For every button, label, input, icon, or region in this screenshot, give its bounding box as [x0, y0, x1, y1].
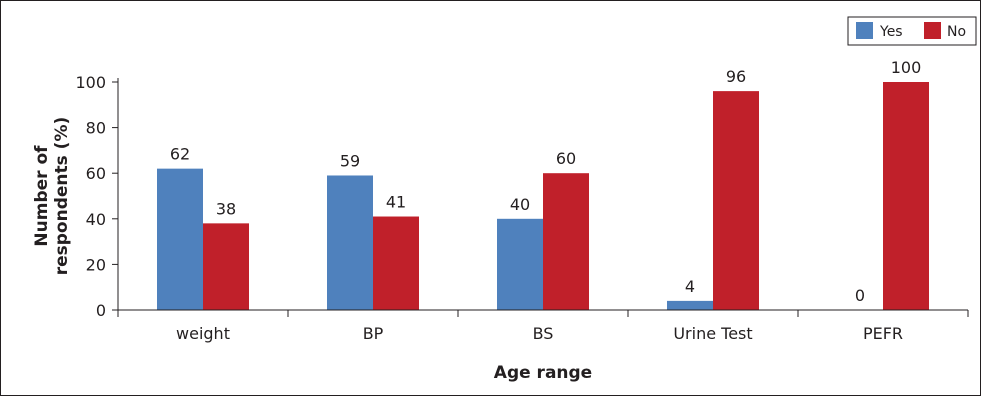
- x-axis-title: Age range: [494, 363, 592, 383]
- y-tick-label-20: 20: [86, 255, 106, 274]
- bar-no-bp: [373, 216, 419, 310]
- bar-no-urine-test: [713, 91, 759, 311]
- data-label-no-weight: 38: [216, 199, 236, 218]
- data-label-no-bp: 41: [386, 193, 406, 212]
- y-axis-title: Number of respondents (%): [32, 117, 72, 276]
- legend-swatch-yes: [856, 22, 873, 39]
- y-tick-label-40: 40: [86, 210, 106, 229]
- y-tick-label-100: 100: [75, 73, 106, 92]
- x-tick-label-weight: weight: [176, 324, 230, 343]
- legend-label-yes: Yes: [879, 24, 903, 40]
- plot-area: 0 20 40 60 80 100 62 38 weight 59 41 BP 40 60 BS 4 96 Uri…: [75, 58, 969, 343]
- data-label-yes-urine-test: 4: [685, 277, 695, 296]
- bar-yes-urine-test: [667, 300, 713, 310]
- data-label-no-pefr: 100: [891, 58, 922, 77]
- x-tick-label-urine-test: Urine Test: [673, 324, 752, 343]
- y-tick-label-0: 0: [96, 301, 106, 320]
- y-tick-label-60: 60: [86, 164, 106, 183]
- bar-no-weight: [203, 223, 249, 310]
- bar-yes-bp: [327, 175, 373, 310]
- data-label-yes-pefr: 0: [855, 286, 865, 305]
- bar-yes-bs: [497, 218, 543, 310]
- legend-swatch-no: [924, 22, 941, 39]
- data-label-yes-bs: 40: [510, 195, 530, 214]
- data-label-no-urine-test: 96: [726, 67, 746, 86]
- y-axis-title-line-2: respondents (%): [52, 117, 72, 276]
- legend-label-no: No: [947, 24, 966, 40]
- data-label-yes-weight: 62: [170, 145, 190, 164]
- x-tick-label-bp: BP: [363, 324, 384, 343]
- y-axis-title-line-1: Number of: [32, 145, 52, 247]
- y-tick-label-80: 80: [86, 119, 106, 138]
- bar-no-bs: [543, 173, 589, 310]
- bar-yes-weight: [157, 168, 203, 310]
- data-label-no-bs: 60: [556, 149, 576, 168]
- data-label-yes-bp: 59: [340, 151, 360, 170]
- x-tick-label-bs: BS: [533, 324, 554, 343]
- bar-no-pefr: [883, 82, 929, 310]
- legend: Yes No: [847, 16, 977, 46]
- x-tick-label-pefr: PEFR: [863, 324, 903, 343]
